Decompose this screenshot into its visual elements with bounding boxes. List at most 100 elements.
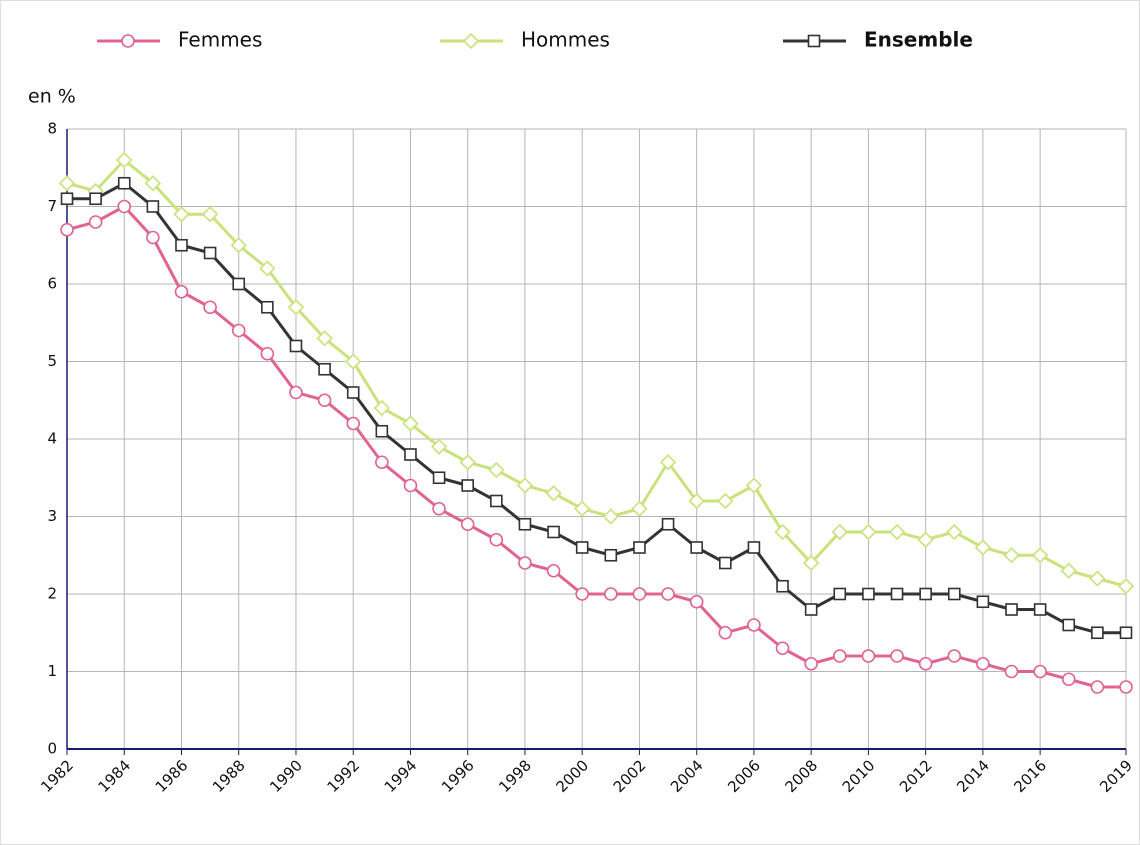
point <box>917 531 934 548</box>
point <box>747 541 761 554</box>
point <box>888 523 906 541</box>
point <box>1060 562 1077 579</box>
point <box>289 339 303 353</box>
point <box>860 523 877 541</box>
point <box>432 501 446 516</box>
y-tick-label: 5 <box>47 352 57 370</box>
point <box>804 603 818 616</box>
y-tick-label: 0 <box>47 740 57 758</box>
point <box>661 587 675 601</box>
point <box>831 523 848 541</box>
point <box>832 649 847 663</box>
point <box>146 230 160 245</box>
point <box>1033 603 1047 616</box>
point <box>346 386 360 399</box>
point <box>518 517 532 531</box>
point <box>1062 618 1076 632</box>
point <box>203 246 217 260</box>
point <box>203 300 217 315</box>
point <box>689 594 704 609</box>
point <box>661 517 675 531</box>
point <box>261 300 274 314</box>
point <box>718 556 732 570</box>
point <box>1091 626 1104 640</box>
point <box>747 618 761 632</box>
point <box>890 649 904 663</box>
point <box>461 479 475 492</box>
point <box>547 525 560 539</box>
legend-marker <box>462 32 480 50</box>
point <box>175 238 188 252</box>
point <box>1032 547 1049 564</box>
point <box>631 500 648 517</box>
y-tick-label: 3 <box>47 507 57 525</box>
point <box>833 587 847 601</box>
point <box>89 192 102 206</box>
y-tick-label: 2 <box>47 585 57 603</box>
point <box>259 260 276 277</box>
point <box>88 215 103 229</box>
point <box>460 517 475 532</box>
point <box>688 492 705 510</box>
point <box>575 587 589 601</box>
point <box>776 579 789 593</box>
point <box>1033 664 1047 679</box>
point <box>316 330 333 347</box>
point <box>976 595 990 609</box>
point <box>318 362 331 376</box>
point <box>575 541 589 554</box>
point <box>201 206 219 223</box>
point <box>976 656 990 671</box>
point <box>718 625 733 640</box>
point <box>173 206 190 223</box>
point <box>1003 547 1020 564</box>
point <box>861 649 876 663</box>
point <box>1005 603 1018 616</box>
point <box>117 176 131 190</box>
point <box>947 587 961 601</box>
y-tick-label: 4 <box>47 430 57 448</box>
y-tick-label: 7 <box>47 197 57 215</box>
point <box>974 539 992 556</box>
point <box>516 477 534 494</box>
point <box>317 393 332 408</box>
point <box>1090 680 1105 694</box>
legend-label: Hommes <box>521 28 610 52</box>
point <box>775 641 790 656</box>
point <box>602 508 619 525</box>
point <box>633 541 646 554</box>
point <box>174 284 189 299</box>
y-tick-label: 1 <box>47 662 57 680</box>
point <box>345 353 362 370</box>
point <box>546 563 561 578</box>
point <box>404 448 417 461</box>
point <box>518 556 532 570</box>
point <box>1061 672 1076 687</box>
point <box>862 587 875 601</box>
point <box>604 548 618 562</box>
point <box>604 587 618 601</box>
point <box>803 554 820 572</box>
legend-marker <box>807 34 821 48</box>
point <box>231 323 246 338</box>
point <box>545 485 562 502</box>
point <box>117 199 132 214</box>
point <box>947 649 962 663</box>
point <box>260 346 275 361</box>
y-tick-label: 8 <box>47 120 57 138</box>
point <box>1117 578 1135 595</box>
point <box>402 415 419 432</box>
point <box>232 277 246 291</box>
point <box>375 455 389 470</box>
point <box>146 200 160 213</box>
point <box>1004 664 1019 679</box>
point <box>144 175 161 192</box>
point <box>1119 626 1133 640</box>
point <box>659 454 677 471</box>
point <box>717 492 734 510</box>
point <box>774 523 791 541</box>
point <box>60 222 74 237</box>
point <box>1119 680 1133 694</box>
legend-marker <box>121 34 135 48</box>
